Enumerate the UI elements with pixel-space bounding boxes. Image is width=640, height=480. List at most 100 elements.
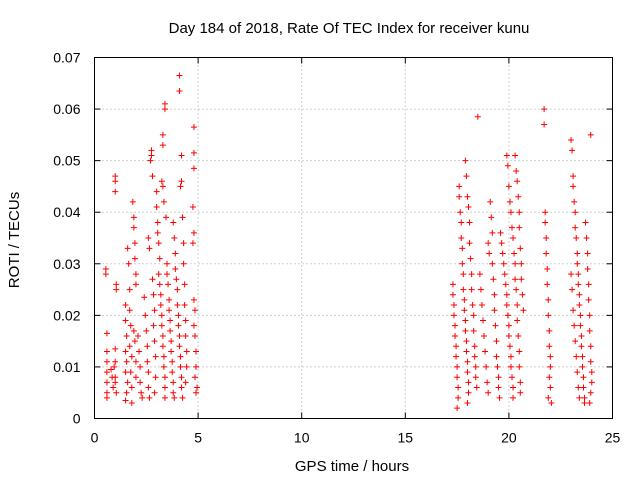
- data-point: [493, 338, 500, 345]
- data-point: [155, 271, 162, 278]
- data-point: [491, 307, 498, 314]
- data-point: [189, 204, 196, 211]
- data-point: [139, 394, 146, 401]
- data-point: [145, 384, 152, 391]
- data-point: [126, 343, 133, 350]
- data-point: [151, 307, 158, 314]
- data-point: [575, 384, 582, 391]
- data-point: [153, 188, 160, 195]
- data-point: [572, 209, 579, 216]
- data-point: [506, 343, 513, 350]
- data-point: [110, 384, 117, 391]
- data-point: [578, 332, 585, 339]
- data-point: [579, 353, 586, 360]
- data-point: [151, 389, 158, 396]
- data-point: [191, 307, 198, 314]
- data-point: [568, 271, 575, 278]
- data-point: [545, 312, 552, 319]
- data-point: [486, 250, 493, 257]
- data-point: [472, 374, 479, 381]
- data-point: [576, 302, 583, 309]
- data-point: [141, 294, 148, 301]
- data-point: [132, 358, 139, 365]
- data-point: [503, 152, 510, 159]
- data-point: [587, 131, 594, 138]
- data-point: [177, 183, 184, 190]
- data-point: [545, 296, 552, 303]
- data-point: [485, 240, 492, 247]
- data-point: [492, 322, 499, 329]
- data-point: [159, 142, 166, 149]
- data-point: [465, 204, 472, 211]
- data-point: [506, 198, 513, 205]
- data-point: [123, 358, 130, 365]
- data-point: [547, 353, 554, 360]
- data-point: [161, 100, 168, 107]
- data-point: [516, 363, 523, 370]
- data-point: [489, 260, 496, 267]
- data-point: [152, 353, 159, 360]
- data-point: [177, 353, 184, 360]
- data-point: [176, 332, 183, 339]
- data-point: [113, 389, 120, 396]
- data-point: [520, 307, 527, 314]
- data-point: [112, 173, 119, 180]
- data-point: [112, 178, 119, 185]
- y-tick-label: 0.03: [53, 256, 80, 272]
- data-point: [103, 330, 110, 337]
- y-tick-label: 0.06: [53, 101, 80, 117]
- data-point: [586, 400, 593, 407]
- data-point: [512, 260, 519, 267]
- y-tick-label: 0.05: [53, 153, 80, 169]
- data-point: [190, 165, 197, 172]
- data-point: [546, 343, 553, 350]
- data-point: [514, 302, 521, 309]
- data-point: [583, 235, 590, 241]
- data-point: [510, 394, 517, 401]
- x-tick-label: 5: [194, 430, 202, 446]
- data-point: [517, 389, 524, 396]
- data-point: [462, 317, 469, 324]
- data-point: [497, 229, 504, 236]
- data-point: [180, 240, 187, 247]
- data-point: [112, 374, 119, 381]
- data-point: [489, 229, 496, 236]
- data-point: [569, 286, 576, 293]
- data-points: [102, 72, 595, 412]
- data-point: [178, 152, 185, 159]
- data-point: [171, 235, 178, 241]
- data-point: [510, 235, 517, 241]
- data-point: [178, 178, 185, 185]
- data-point: [458, 219, 465, 226]
- data-point: [517, 379, 524, 386]
- data-point: [543, 250, 550, 257]
- data-point: [585, 281, 592, 288]
- data-point: [113, 286, 120, 293]
- data-point: [158, 178, 165, 185]
- data-point: [150, 322, 157, 329]
- data-point: [586, 312, 593, 319]
- data-point: [149, 173, 156, 180]
- data-point: [164, 260, 171, 267]
- data-point: [176, 72, 183, 79]
- data-point: [576, 394, 583, 401]
- data-point: [495, 384, 502, 391]
- data-point: [465, 389, 472, 396]
- data-point: [122, 348, 129, 355]
- data-point: [512, 276, 519, 283]
- data-point: [516, 348, 523, 355]
- data-point: [137, 379, 144, 386]
- data-point: [177, 363, 184, 370]
- data-point: [503, 291, 510, 298]
- data-point: [158, 312, 165, 319]
- data-point: [459, 245, 466, 252]
- data-point: [151, 338, 158, 345]
- data-point: [499, 250, 506, 257]
- data-point: [468, 286, 475, 293]
- data-point: [464, 369, 471, 376]
- data-point: [466, 219, 473, 226]
- data-point: [582, 219, 589, 226]
- data-point: [579, 363, 586, 370]
- data-point: [487, 198, 494, 205]
- data-point: [181, 302, 188, 309]
